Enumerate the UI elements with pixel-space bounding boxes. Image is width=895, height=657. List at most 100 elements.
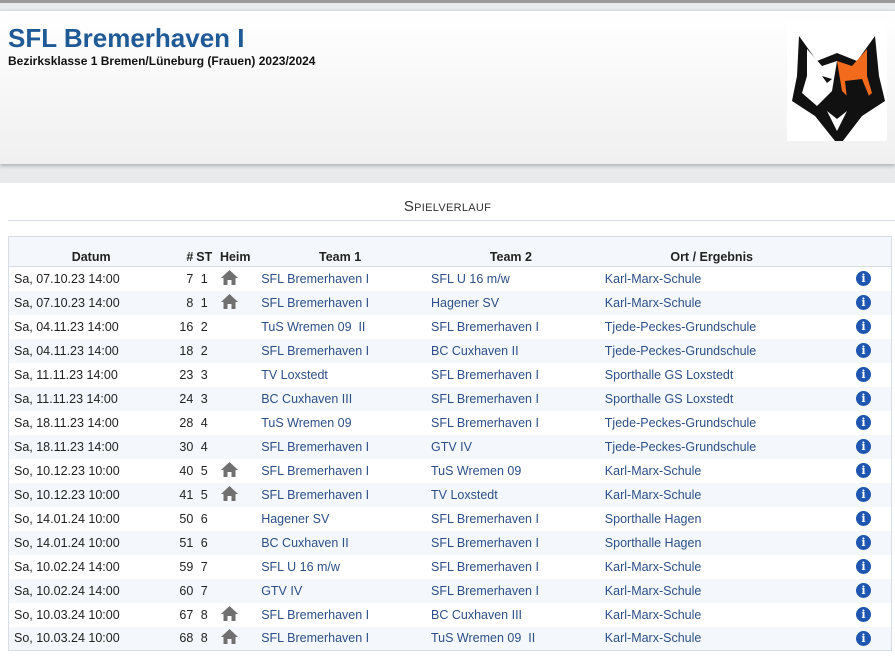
info-icon[interactable]: i xyxy=(856,367,871,382)
table-row: Sa, 10.02.24 14:00 60 7 GTV IV SFL Bremerhav… xyxy=(8,578,892,603)
info-cell: i xyxy=(827,603,892,627)
date-cell: Sa, 11.11.23 14:00 xyxy=(8,386,174,411)
team2-link[interactable]: TuS Wremen 09 II xyxy=(425,626,597,651)
team1-link[interactable]: GTV IV xyxy=(255,578,425,603)
team1-link[interactable]: TuS Wremen 09 xyxy=(261,415,352,430)
table-row: Sa, 18.11.23 14:00 30 4 SFL Bremerhaven I GT… xyxy=(8,434,892,459)
venue-link[interactable]: Sporthalle GS Loxstedt xyxy=(596,386,827,411)
table-row: So, 10.12.23 10:00 41 5 SFL Bremerhaven I TV… xyxy=(8,482,892,507)
info-icon[interactable]: i xyxy=(856,607,871,622)
info-icon[interactable]: i xyxy=(856,391,871,406)
table-row: So, 10.03.24 10:00 68 8 SFL Bremerhaven I Tu… xyxy=(8,626,892,651)
info-icon[interactable]: i xyxy=(856,535,871,550)
info-cell: i xyxy=(826,530,892,555)
team1-link[interactable]: SFL Bremerhaven I xyxy=(255,338,425,363)
team1-link[interactable]: TuS Wremen 09 II xyxy=(261,319,366,334)
home-cell xyxy=(215,578,256,603)
column-header: Heim xyxy=(215,236,256,267)
venue-link[interactable]: Tjede-Peckes-Grundschule xyxy=(604,319,757,334)
team2-link[interactable]: Hagener SV xyxy=(425,290,597,315)
column-header: Datum xyxy=(8,236,174,267)
info-icon[interactable]: i xyxy=(856,463,871,478)
round-cell: 7 xyxy=(200,559,208,574)
info-icon[interactable]: i xyxy=(856,583,871,598)
table-row: Sa, 04.11.23 14:00 16 2 TuS Wremen 09 II SFL… xyxy=(9,315,892,339)
table-row: So, 14.01.24 10:00 50 6 Hagener SV SFL Breme… xyxy=(9,507,892,531)
home-cell xyxy=(215,555,255,579)
team2-link[interactable]: GTV IV xyxy=(425,434,597,459)
info-icon[interactable]: i xyxy=(856,511,871,526)
info-cell: i xyxy=(826,290,892,315)
team2-link[interactable]: SFL Bremerhaven I xyxy=(431,511,539,526)
team2-link[interactable]: SFL Bremerhaven I xyxy=(431,415,539,430)
team2-link[interactable]: SFL Bremerhaven I xyxy=(425,578,597,603)
venue-link[interactable]: Karl-Marx-Schule xyxy=(596,626,827,651)
team1-link[interactable]: SFL Bremerhaven I xyxy=(255,626,425,651)
team1-link[interactable]: SFL Bremerhaven I xyxy=(255,434,425,459)
team2-link[interactable]: SFL Bremerhaven I xyxy=(425,530,597,555)
main-content: Spielverlauf Datum # ST Heim Team 1 Team 2 Ort… xyxy=(0,183,895,657)
team1-link[interactable]: SFL U 16 m/w xyxy=(261,559,340,574)
game-number: 68 xyxy=(173,626,194,651)
info-icon[interactable]: i xyxy=(856,295,871,310)
venue-link[interactable]: Karl-Marx-Schule xyxy=(604,607,702,622)
venue-link[interactable]: Karl-Marx-Schule xyxy=(604,463,702,478)
info-icon[interactable]: i xyxy=(856,415,871,430)
info-icon[interactable]: i xyxy=(856,271,871,287)
venue-link[interactable]: Sporthalle GS Loxstedt xyxy=(604,367,734,382)
info-icon[interactable]: i xyxy=(856,630,871,646)
venue-link[interactable]: Karl-Marx-Schule xyxy=(604,271,702,286)
venue-link[interactable]: Sporthalle Hagen xyxy=(596,530,827,555)
top-bar xyxy=(0,0,895,3)
info-icon[interactable]: i xyxy=(856,319,871,334)
venue-link[interactable]: Tjede-Peckes-Grundschule xyxy=(604,415,757,430)
team1-link[interactable]: SFL Bremerhaven I xyxy=(255,290,425,315)
home-cell xyxy=(215,530,256,555)
date-cell: So, 10.03.24 10:00 xyxy=(14,607,120,622)
table-row: Sa, 18.11.23 14:00 28 4 TuS Wremen 09 SFL Br… xyxy=(9,411,892,435)
info-icon[interactable]: i xyxy=(856,439,871,454)
venue-link[interactable]: Karl-Marx-Schule xyxy=(596,290,827,315)
date-cell: Sa, 04.11.23 14:00 xyxy=(14,319,119,334)
info-icon[interactable]: i xyxy=(856,343,871,358)
column-header: # xyxy=(173,236,194,267)
team1-link[interactable]: Hagener SV xyxy=(261,511,330,526)
team2-link[interactable]: SFL Bremerhaven I xyxy=(431,367,539,382)
team1-link[interactable]: SFL Bremerhaven I xyxy=(261,463,370,478)
column-header: Team 1 xyxy=(255,236,425,267)
home-cell xyxy=(215,603,255,627)
info-cell: i xyxy=(827,555,892,579)
team2-link[interactable]: TV Loxstedt xyxy=(425,482,597,507)
info-icon[interactable]: i xyxy=(856,559,871,574)
team2-link[interactable]: SFL Bremerhaven I xyxy=(431,559,539,574)
team1-link[interactable]: SFL Bremerhaven I xyxy=(261,271,370,286)
team1-link[interactable]: BC Cuxhaven II xyxy=(255,530,425,555)
column-header xyxy=(826,236,892,267)
venue-link[interactable]: Karl-Marx-Schule xyxy=(604,559,702,574)
venue-link[interactable]: Tjede-Peckes-Grundschule xyxy=(596,338,827,363)
date-cell: Sa, 18.11.23 14:00 xyxy=(8,434,174,459)
team2-link[interactable]: SFL U 16 m/w xyxy=(431,271,510,286)
team1-link[interactable]: SFL Bremerhaven I xyxy=(261,607,370,622)
date-cell: So, 14.01.24 10:00 xyxy=(8,530,174,555)
team2-link[interactable]: BC Cuxhaven II xyxy=(425,338,597,363)
game-number: 60 xyxy=(173,578,194,603)
info-icon[interactable]: i xyxy=(856,487,871,502)
venue-link[interactable]: Karl-Marx-Schule xyxy=(596,578,827,603)
team1-link[interactable]: BC Cuxhaven III xyxy=(255,386,425,411)
home-cell xyxy=(215,338,256,363)
team2-link[interactable]: SFL Bremerhaven I xyxy=(425,386,597,411)
venue-link[interactable]: Sporthalle Hagen xyxy=(604,511,702,526)
team2-link[interactable]: TuS Wremen 09 xyxy=(431,463,522,478)
team2-link[interactable]: SFL Bremerhaven I xyxy=(431,319,539,334)
venue-link[interactable]: Karl-Marx-Schule xyxy=(596,482,827,507)
info-cell: i xyxy=(827,507,892,531)
team1-link[interactable]: TV Loxstedt xyxy=(261,367,328,382)
team2-link[interactable]: BC Cuxhaven III xyxy=(431,607,523,622)
team1-link[interactable]: SFL Bremerhaven I xyxy=(255,482,425,507)
venue-link[interactable]: Tjede-Peckes-Grundschule xyxy=(596,434,827,459)
info-cell: i xyxy=(826,386,892,411)
date-cell: Sa, 18.11.23 14:00 xyxy=(14,415,119,430)
round-cell: 8 xyxy=(193,626,216,651)
round-cell: 2 xyxy=(200,319,208,334)
